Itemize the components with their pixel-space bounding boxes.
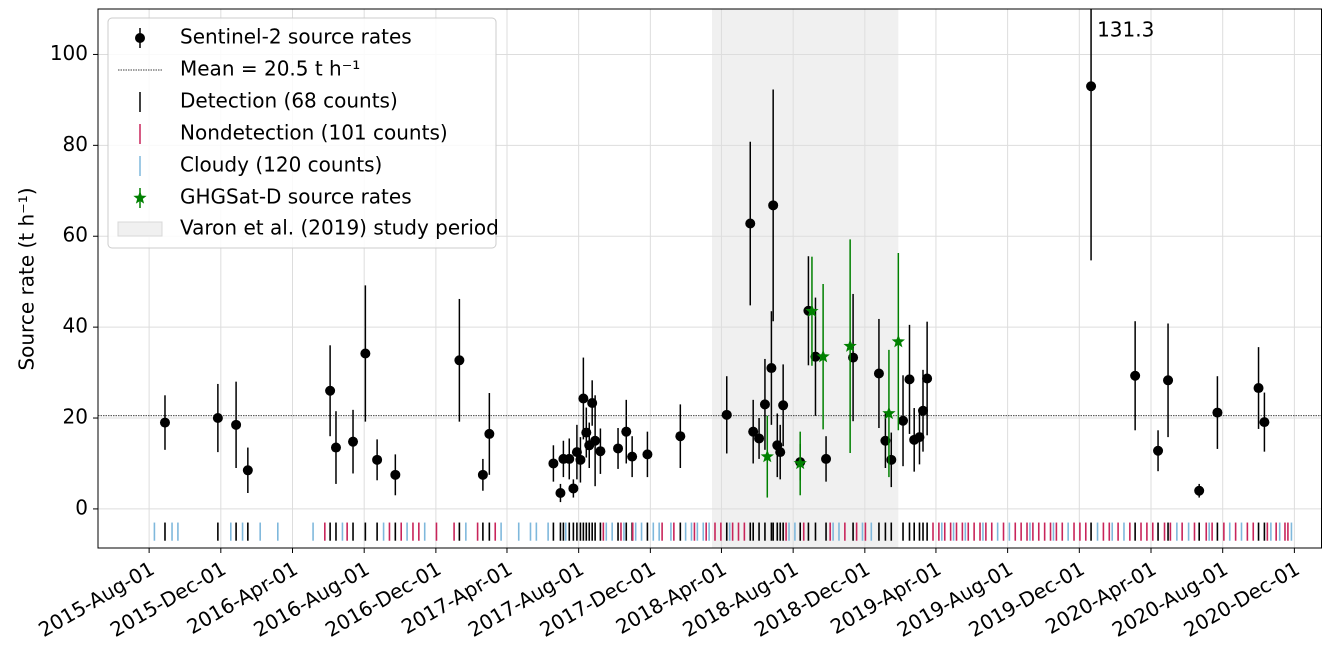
marker	[748, 426, 759, 437]
plot-area	[98, 9, 1322, 541]
legend: Sentinel-2 source rates Mean = 20.5 t h⁻¹…	[107, 17, 499, 249]
marker	[886, 454, 897, 465]
marker	[754, 433, 765, 444]
marker	[880, 435, 891, 446]
legend-label: Mean = 20.5 t h⁻¹	[180, 57, 360, 81]
y-axis-label: Source rate (t h⁻¹)	[15, 187, 39, 370]
marker	[745, 218, 756, 229]
marker	[759, 399, 770, 410]
y-tick-label: 0	[75, 495, 88, 519]
y-tick-label: 80	[63, 132, 88, 156]
marker	[1086, 81, 1097, 92]
marker	[555, 488, 566, 499]
marker	[1130, 370, 1141, 381]
marker	[760, 449, 774, 463]
marker	[843, 339, 857, 352]
marker	[1163, 375, 1174, 386]
marker	[477, 469, 488, 480]
marker	[1194, 485, 1205, 496]
marker	[390, 469, 401, 480]
marker	[918, 405, 929, 416]
marker	[810, 351, 821, 362]
marker	[325, 385, 336, 396]
marker	[454, 355, 465, 366]
marker	[891, 334, 905, 348]
marker	[578, 393, 589, 404]
plot-background	[98, 9, 1322, 548]
marker	[548, 458, 559, 469]
marker	[627, 451, 638, 462]
legend-handle	[133, 191, 147, 204]
marker	[904, 374, 915, 385]
marker	[575, 454, 586, 465]
marker	[372, 454, 383, 465]
marker	[793, 456, 807, 470]
marker	[621, 426, 632, 437]
legend-label: Detection (68 counts)	[180, 89, 398, 113]
marker	[922, 373, 933, 384]
marker	[775, 447, 786, 458]
y-tick-label: 100	[50, 41, 88, 65]
marker	[590, 435, 601, 446]
legend-label: Nondetection (101 counts)	[180, 121, 448, 145]
marker	[675, 431, 686, 442]
marker	[159, 417, 170, 428]
marker	[231, 419, 242, 430]
marker	[242, 465, 253, 476]
marker	[766, 363, 777, 374]
legend-label: Cloudy (120 counts)	[180, 153, 382, 177]
legend-label: Sentinel-2 source rates	[180, 25, 412, 49]
legend-handle	[135, 33, 145, 43]
marker	[768, 200, 779, 211]
marker	[360, 348, 371, 359]
marker	[564, 453, 575, 464]
legend-label: GHGSat-D source rates	[180, 185, 412, 209]
y-tick-label: 40	[63, 314, 88, 338]
study-period	[712, 9, 899, 548]
marker	[330, 442, 341, 453]
marker	[821, 453, 832, 464]
legend-label: Varon et al. (2019) study period	[180, 216, 499, 240]
marker	[1153, 445, 1164, 456]
marker	[212, 413, 223, 424]
marker	[778, 400, 789, 411]
marker	[613, 443, 624, 454]
marker	[816, 349, 830, 363]
marker	[642, 449, 653, 460]
marker	[484, 428, 495, 439]
legend-box	[107, 17, 497, 249]
legend-handle	[117, 221, 163, 237]
y-tick-label: 60	[63, 223, 88, 247]
marker	[914, 432, 925, 443]
marker	[805, 304, 819, 317]
marker	[568, 483, 579, 494]
marker	[595, 446, 606, 457]
marker	[873, 368, 884, 379]
marker	[882, 406, 896, 420]
marker	[721, 409, 732, 420]
marker	[1259, 417, 1270, 428]
marker	[1212, 407, 1223, 418]
y-tick-label: 20	[63, 405, 88, 429]
marker	[898, 415, 909, 426]
marker	[1253, 383, 1264, 394]
annotation: 131.3	[1097, 18, 1154, 42]
marker	[348, 436, 359, 447]
marker	[571, 447, 582, 458]
